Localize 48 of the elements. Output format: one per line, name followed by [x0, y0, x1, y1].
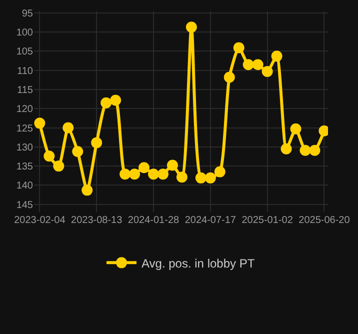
point — [186, 22, 197, 33]
point — [242, 59, 254, 70]
point — [120, 168, 131, 180]
point — [110, 94, 122, 106]
point — [138, 162, 150, 174]
point — [53, 160, 64, 172]
point — [62, 122, 74, 134]
point — [195, 172, 206, 184]
point — [44, 150, 55, 162]
point — [214, 166, 226, 178]
x-tick-label: 2025-06-20 — [298, 215, 350, 226]
y-tick-label: 115 — [17, 84, 34, 96]
point — [148, 168, 159, 180]
point — [252, 59, 264, 70]
point — [233, 42, 244, 54]
y-tick-label: 130 — [16, 142, 34, 154]
point — [176, 172, 188, 183]
y-tick-label: 120 — [16, 104, 34, 116]
x-tick-label: 2024-07-17 — [184, 215, 236, 226]
point — [280, 143, 292, 154]
point — [300, 144, 311, 156]
point — [72, 146, 84, 158]
point — [82, 184, 93, 196]
point — [290, 123, 302, 134]
y-tick-label: 95 — [22, 8, 34, 20]
x-tick-label: 2024-01-28 — [128, 215, 180, 226]
x-tick-label: 2023-02-04 — [14, 215, 66, 226]
y-tick-label: 125 — [16, 123, 34, 134]
y-tick-label: 140 — [16, 180, 34, 192]
x-tick-label: 2025-01-02 — [242, 215, 294, 226]
point — [309, 144, 320, 156]
point — [204, 172, 216, 184]
y-tick-label: 105 — [16, 46, 34, 58]
y-tick-label: 135 — [16, 162, 34, 173]
point — [129, 168, 140, 180]
y-tick-label: 145 — [16, 200, 34, 211]
point — [157, 168, 168, 180]
point — [224, 72, 235, 83]
legend-label: Avg. pos. in lobby PT — [142, 256, 256, 270]
y-tick-label: 100 — [16, 28, 34, 39]
point — [100, 97, 112, 108]
point — [91, 137, 102, 148]
point — [262, 66, 273, 77]
y-tick-label: 110 — [17, 66, 34, 77]
point — [271, 50, 282, 62]
point — [34, 118, 46, 129]
point — [166, 160, 178, 171]
x-tick-label: 2023-08-13 — [71, 215, 123, 226]
